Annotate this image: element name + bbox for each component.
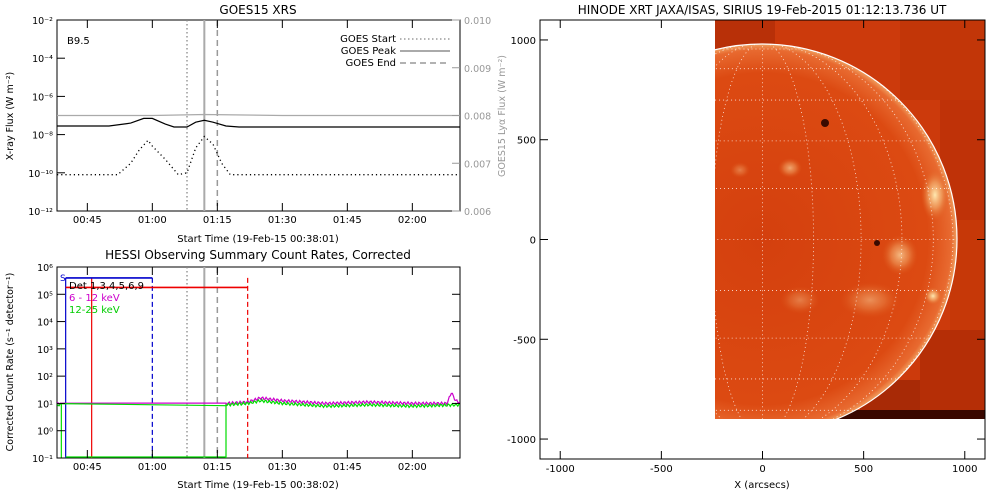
hessi-panel: HESSI Observing Summary Count Rates, Cor…: [5, 248, 461, 491]
hessi-title: HESSI Observing Summary Count Rates, Cor…: [105, 248, 411, 262]
goes-panel: GOES15 XRS 00:45 01:00 01:15 01:30 01:45 02:0…: [5, 3, 508, 245]
hessi-xlabel: Start Time (19-Feb-15 00:38:02): [177, 480, 339, 491]
hessi-annotation-detectors: Det 1,3,4,5,6,9: [69, 281, 144, 292]
y-tick-label: 10⁻¹²: [28, 207, 53, 218]
xrt-panel: HINODE XRT JAXA/ISAS, SIRIUS 19-Feb-2015…: [507, 3, 986, 491]
x-tick-label: 01:00: [138, 215, 167, 226]
x-tick-label: 01:00: [138, 462, 167, 473]
hessi-legend-6-12: 6 - 12 keV: [69, 293, 120, 304]
goes-series-1: [57, 113, 460, 117]
x-tick-label: 01:30: [268, 215, 297, 226]
goes-ylabel-right: GOES15 Lyα Flux (W m⁻²): [497, 55, 508, 177]
y-tick-label: 1000: [511, 36, 536, 47]
y2-tick-label: 0.009: [464, 64, 491, 75]
y-tick-label: 10¹: [37, 399, 53, 410]
xrt-image: [715, 20, 985, 419]
goes-ylabel: X-ray Flux (W m⁻²): [5, 72, 16, 161]
goes-axes: 00:45 01:00 01:15 01:30 01:45 02:00 10⁻¹² 10⁻¹⁰…: [28, 16, 491, 226]
heliographic-grid: [715, 44, 957, 419]
x-tick-label: 0: [759, 464, 765, 475]
y-tick-label: 0: [530, 236, 536, 247]
x-tick-label: 01:45: [333, 462, 362, 473]
goes-xlabel: Start Time (19-Feb-15 00:38:01): [177, 234, 339, 245]
goes-legend: GOES Start GOES Peak GOES End: [340, 34, 450, 69]
hessi-series-0: [57, 392, 460, 407]
y-tick-label: 10⁰: [37, 427, 53, 438]
x-tick-label: -1000: [546, 464, 575, 475]
y-tick-label: 500: [517, 136, 536, 147]
y-tick-label: 10⁴: [37, 318, 53, 329]
longitude-line: [762, 44, 862, 419]
hessi-axes: 00:45 01:00 01:15 01:30 01:45 02:00 10⁻¹ 10⁰ 10¹…: [32, 263, 460, 473]
y-tick-label: 10⁵: [37, 290, 53, 301]
x-tick-label: 1000: [952, 464, 977, 475]
y-tick-label: 10⁻⁴: [32, 54, 53, 65]
x-tick-label: 02:00: [398, 215, 427, 226]
x-tick-label: 01:15: [203, 215, 232, 226]
x-tick-label: 01:45: [333, 215, 362, 226]
goes-title: GOES15 XRS: [219, 3, 296, 17]
x-tick-label: 00:45: [73, 462, 102, 473]
goes-annotation: B9.5: [67, 36, 90, 47]
xrt-title: HINODE XRT JAXA/ISAS, SIRIUS 19-Feb-2015…: [578, 3, 947, 17]
hessi-annotation-s: S: [60, 274, 66, 284]
longitude-line: [762, 44, 814, 419]
hessi-plot-frame: [56, 266, 461, 459]
xrt-axes: -1000 -500 0 500 1000 -1000 -500 0 500 1000: [507, 20, 985, 475]
y-tick-label: -500: [513, 335, 536, 346]
y-tick-label: 10²: [37, 372, 53, 383]
y-tick-label: 10⁻¹⁰: [28, 169, 53, 180]
y-tick-label: 10⁻⁸: [32, 131, 53, 142]
xrt-xlabel: X (arcsecs): [734, 480, 790, 491]
y2-tick-label: 0.008: [464, 112, 491, 123]
y-tick-label: 10⁻¹: [32, 454, 53, 465]
legend-goes-peak-label: GOES Peak: [341, 46, 396, 57]
x-tick-label: 01:30: [268, 462, 297, 473]
solar-limb: [715, 43, 958, 419]
y-tick-label: 10³: [37, 345, 53, 356]
solar-disk: [715, 44, 957, 419]
legend-goes-start-label: GOES Start: [340, 34, 396, 45]
x-tick-label: 02:00: [398, 462, 427, 473]
goes-plot-area: [57, 20, 460, 211]
y2-tick-label: 0.006: [464, 207, 491, 218]
x-tick-label: -500: [650, 464, 673, 475]
hessi-series-1: [57, 398, 460, 409]
goes-series-2: [57, 135, 460, 176]
x-tick-label: 00:45: [73, 215, 102, 226]
longitude-line: [715, 44, 763, 419]
hessi-ylabel: Corrected Count Rate (s⁻¹ detector⁻¹): [5, 273, 16, 452]
y-tick-label: -1000: [507, 435, 536, 446]
y-tick-label: 10⁶: [37, 263, 53, 274]
y-tick-label: 10⁻⁶: [32, 92, 53, 103]
x-tick-label: 01:15: [203, 462, 232, 473]
y-tick-label: 10⁻²: [32, 16, 53, 27]
x-tick-label: 500: [854, 464, 873, 475]
y2-tick-label: 0.010: [464, 16, 491, 27]
hessi-legend-12-25: 12-25 keV: [69, 305, 120, 316]
legend-goes-end-label: GOES End: [346, 58, 396, 69]
hessi-plot-area: [57, 267, 460, 458]
goes-series-0: [57, 117, 460, 128]
y2-tick-label: 0.007: [464, 159, 491, 170]
